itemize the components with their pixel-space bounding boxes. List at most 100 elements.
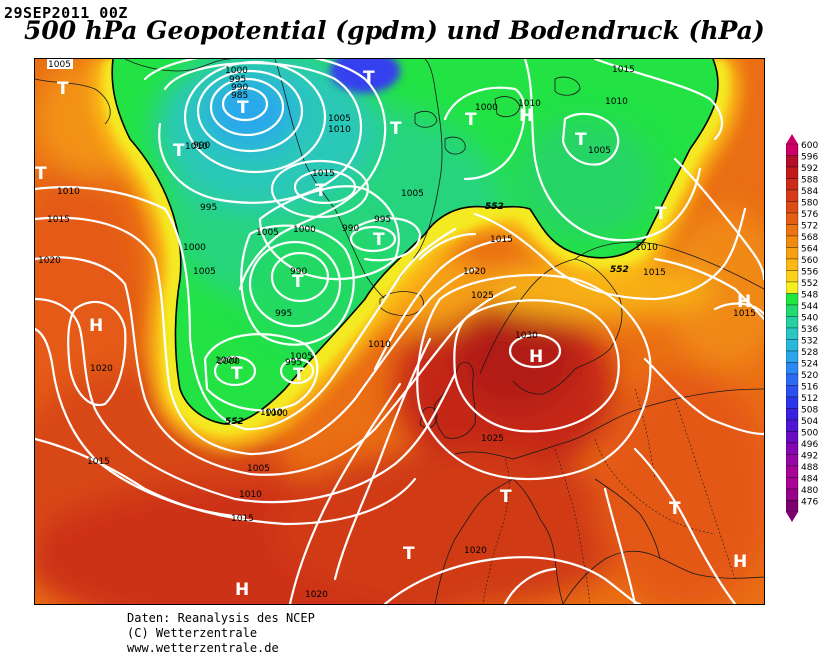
legend-swatch <box>785 373 799 386</box>
isobar-label: 995 <box>229 75 246 85</box>
low-marker: T <box>173 141 185 161</box>
isobar-label: 995 <box>275 309 292 319</box>
legend-level-label: 568 <box>801 233 818 243</box>
legend-level-label: 512 <box>801 394 818 404</box>
isobar-label: 990 <box>193 141 210 151</box>
high-marker: H <box>519 106 533 126</box>
isobar-label: 1010 <box>328 125 351 135</box>
legend-level-label: 564 <box>801 245 818 255</box>
legend-level-label: 592 <box>801 164 818 174</box>
legend-swatch <box>785 454 799 467</box>
isobar-label: 1010 <box>635 243 658 253</box>
legend-swatch <box>785 477 799 490</box>
contour-552-line <box>111 59 719 425</box>
isobar-label: 990 <box>290 267 307 277</box>
isobar-labels: 1005 1000 995 990 985 990 995 1000 1005 … <box>38 59 756 600</box>
isobar-label: 1005 <box>193 267 216 277</box>
high-marker: H <box>737 292 751 312</box>
legend-level-label: 496 <box>801 440 818 450</box>
high-marker: H <box>235 580 249 600</box>
credits: Daten: Reanalysis des NCEP (C) Wetterzen… <box>127 611 315 656</box>
isobar-label: 1005 <box>48 60 71 70</box>
legend-swatch <box>785 304 799 317</box>
low-marker: T <box>237 98 249 118</box>
legend-swatch <box>785 224 799 237</box>
low-marker: T <box>465 110 477 130</box>
legend-level-label: 540 <box>801 314 818 324</box>
credit-data-source: Daten: Reanalysis des NCEP <box>127 611 315 625</box>
legend-swatch <box>785 316 799 329</box>
low-marker: T <box>292 272 304 292</box>
isobars <box>35 59 764 604</box>
legend-swatch <box>785 488 799 501</box>
isobar-label: 1015 <box>490 235 513 245</box>
low-marker: T <box>655 204 667 224</box>
low-marker: T <box>57 79 69 99</box>
legend-bottom-arrow <box>786 512 798 522</box>
isobar-label: 1010 <box>260 408 283 418</box>
credit-copyright: (C) Wetterzentrale <box>127 626 258 640</box>
isobar-label: 1025 <box>481 434 504 444</box>
isobar-label: 995 <box>374 215 391 225</box>
isobar-label: 995 <box>285 358 302 368</box>
isobar-label: 1010 <box>605 97 628 107</box>
isobar-label: 1005 <box>256 228 279 238</box>
isobar-label: 1020 <box>464 546 487 556</box>
datestamp: 29SEP2011 00Z <box>4 4 128 22</box>
legend-level-label: 484 <box>801 475 818 485</box>
legend-level-label: 476 <box>801 498 818 508</box>
low-marker: T <box>231 364 243 384</box>
isobar-label: 985 <box>231 91 248 101</box>
legend-swatch <box>785 281 799 294</box>
legend-level-label: 600 <box>801 141 818 151</box>
legend-level-label: 584 <box>801 187 818 197</box>
legend-level-label: 508 <box>801 406 818 416</box>
legend-level-label: 500 <box>801 429 818 439</box>
chart-title: 500 hPa Geopotential (gpdm) und Bodendru… <box>24 16 765 45</box>
legend-level-label: 536 <box>801 325 818 335</box>
coastlines <box>35 59 764 604</box>
low-marker: T <box>500 487 512 507</box>
low-marker: T <box>373 230 385 250</box>
legend-level-label: 544 <box>801 302 818 312</box>
legend-level-label: 504 <box>801 417 818 427</box>
isobar-label: 1000 <box>225 66 248 76</box>
pressure-centres: T T T T T T T T T T T H H H H H T T T T … <box>35 68 751 600</box>
isobar-label: 1015 <box>733 309 756 319</box>
legend-swatch <box>785 419 799 432</box>
isobar-label: 1020 <box>38 256 61 266</box>
legend-swatch <box>785 327 799 340</box>
legend-level-label: 556 <box>801 268 818 278</box>
legend-swatch <box>785 465 799 478</box>
isobar-label: 1020 <box>463 267 486 277</box>
legend-swatch <box>785 155 799 168</box>
isobar-label: 995 <box>200 203 217 213</box>
legend-swatch <box>785 178 799 191</box>
legend-swatch <box>785 500 799 513</box>
isobar-label: 1015 <box>312 169 335 179</box>
low-marker: T <box>390 119 402 139</box>
legend-level-label: 520 <box>801 371 818 381</box>
legend-level-label: 548 <box>801 291 818 301</box>
legend-level-label: 488 <box>801 463 818 473</box>
low-marker: T <box>293 365 305 385</box>
legend-swatch <box>785 166 799 179</box>
legend-level-label: 576 <box>801 210 818 220</box>
isobar-label: 1010 <box>239 490 262 500</box>
legend-level-label: 596 <box>801 153 818 163</box>
legend-top-arrow <box>786 134 798 144</box>
isobar-label: 1005 <box>588 146 611 156</box>
legend-level-label: 580 <box>801 199 818 209</box>
legend-level-label: 524 <box>801 360 818 370</box>
low-marker: T <box>35 164 47 184</box>
legend-level-label: 552 <box>801 279 818 289</box>
legend-level-label: 532 <box>801 337 818 347</box>
legend-swatch <box>785 270 799 283</box>
legend-level-label: 516 <box>801 383 818 393</box>
isobar-label: 1020 <box>90 364 113 374</box>
isobar-label: 1000 <box>265 409 288 419</box>
isobar-label: 1000 <box>183 243 206 253</box>
low-marker: T <box>403 544 415 564</box>
legend-level-label: 588 <box>801 176 818 186</box>
